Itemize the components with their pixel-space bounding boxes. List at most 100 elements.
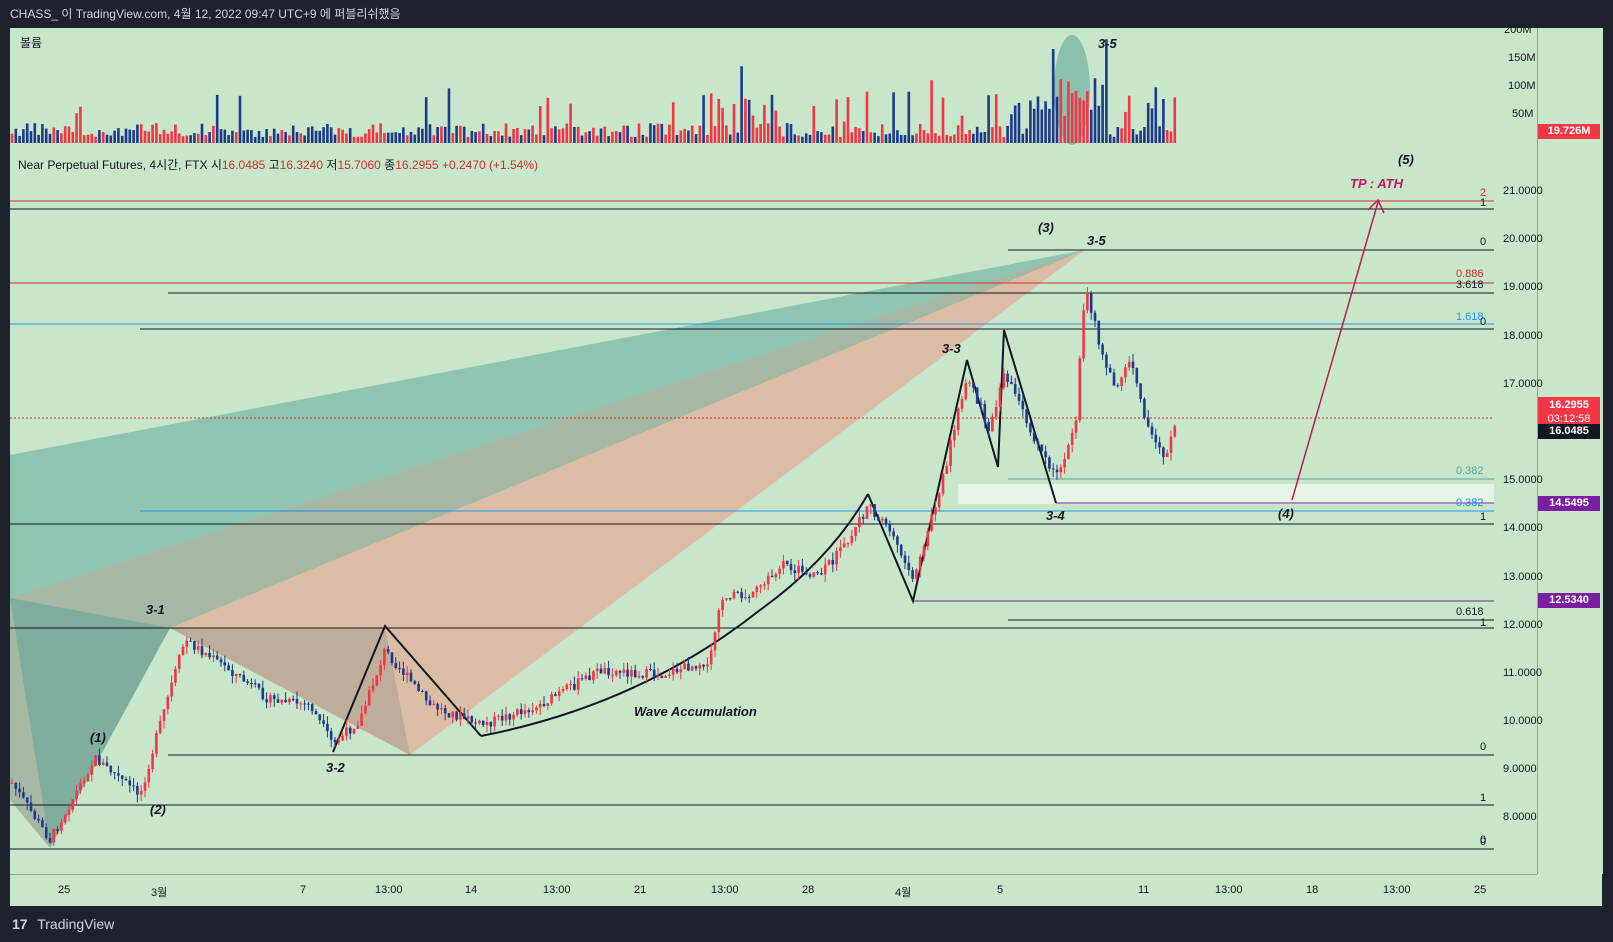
brand-name[interactable]: TradingView: [37, 916, 115, 932]
fib-label: 0.886: [1456, 268, 1484, 280]
volume-bar: [417, 127, 420, 143]
candle-body: [120, 775, 124, 779]
volume-bar: [470, 130, 474, 143]
candle-body: [265, 699, 268, 703]
volume-bar: [1150, 108, 1154, 143]
volume-bar: [542, 135, 546, 143]
candle-body: [747, 596, 751, 598]
candle-body: [174, 668, 177, 683]
volume-bar: [979, 132, 983, 143]
candle-body: [1127, 361, 1131, 368]
fib-label: 1: [1480, 511, 1487, 523]
high-value: 16.3240: [279, 158, 324, 172]
volume-bar: [352, 136, 356, 143]
volume-bar: [337, 128, 341, 143]
subwave-label: 3-3: [942, 341, 961, 356]
time-axis[interactable]: [10, 874, 1537, 907]
candle-body: [1146, 417, 1150, 427]
volume-bar: [1089, 109, 1093, 143]
candle-body: [90, 765, 94, 775]
volume-bar: [797, 135, 800, 143]
wave-zigzag: [332, 624, 482, 753]
candle-body: [29, 802, 33, 811]
tradingview-logo-icon[interactable]: 17: [12, 916, 28, 932]
volume-bar: [846, 97, 850, 143]
candle-body: [804, 571, 808, 575]
volume-bar: [189, 135, 192, 143]
volume-bars-group: [10, 39, 1177, 143]
candle-body: [725, 598, 728, 600]
volume-bar: [937, 135, 941, 143]
candle-body: [143, 782, 147, 791]
volume-bar: [405, 135, 409, 143]
candle-body: [139, 790, 143, 795]
candle-body: [595, 668, 599, 672]
volume-bar: [873, 132, 876, 143]
candle-body: [238, 674, 242, 676]
candle-body: [25, 797, 29, 803]
volume-bar: [728, 134, 732, 143]
volume-bar: [299, 133, 303, 143]
volume-bar: [1120, 128, 1123, 143]
candle-body: [911, 570, 914, 579]
volume-bar: [527, 129, 531, 143]
subwave-label: 3-2: [326, 760, 345, 775]
volume-bar: [82, 135, 86, 143]
candle-body: [816, 572, 819, 574]
candle-body: [14, 782, 18, 789]
volume-bar: [573, 127, 576, 143]
candle-body: [531, 710, 534, 713]
volume-bar: [1040, 109, 1044, 143]
volume-bar: [1063, 115, 1066, 143]
volume-bar: [839, 136, 842, 143]
candle-body: [71, 798, 75, 811]
candle-body: [295, 698, 299, 704]
candle-body: [512, 714, 515, 720]
candle-body: [960, 399, 964, 409]
price-axis[interactable]: [1537, 28, 1603, 874]
wave-accumulation-curve: [480, 493, 869, 737]
volume-bar: [1131, 128, 1135, 143]
candle-body: [930, 514, 933, 531]
fib-label: 0: [1480, 236, 1487, 248]
volume-bar: [991, 127, 994, 143]
volume-bar: [1127, 95, 1131, 143]
volume-bar: [835, 99, 838, 143]
candle-body: [185, 640, 189, 647]
volume-bar: [413, 134, 417, 143]
volume-bar: [861, 131, 865, 143]
volume-bar: [398, 132, 401, 143]
volume-bar: [242, 130, 246, 143]
volume-bar: [181, 136, 185, 143]
candle-body: [850, 535, 854, 544]
price-axis-label: 9.0000: [1503, 763, 1537, 775]
candle-body: [797, 565, 800, 574]
time-tick: 7: [300, 884, 307, 896]
candle-body: [721, 599, 724, 611]
candle-body: [1078, 358, 1082, 421]
volume-bar: [1051, 48, 1055, 143]
candle-body: [839, 547, 842, 551]
volume-bar: [1055, 96, 1059, 143]
candle-body: [94, 755, 97, 766]
volume-bar: [348, 128, 352, 143]
candle-body: [485, 722, 489, 726]
symbol-legend[interactable]: Near Perpetual Futures, 4시간, FTX 시16.048…: [18, 156, 538, 173]
volume-bar: [1021, 133, 1025, 143]
volume-bar: [75, 113, 78, 143]
candle-body: [242, 674, 246, 682]
volume-bar: [679, 130, 683, 143]
volume-bar: [531, 125, 534, 143]
candle-body: [356, 725, 360, 729]
volume-bar: [71, 131, 75, 143]
candle-body: [907, 562, 911, 571]
candle-body: [1032, 432, 1036, 442]
candle-body: [109, 765, 113, 773]
volume-bar: [128, 129, 132, 143]
candle-body: [622, 669, 626, 673]
candle-body: [949, 440, 952, 466]
accumulation-label: Wave Accumulation: [634, 704, 757, 719]
volume-bar: [911, 135, 914, 143]
candle-body: [329, 731, 333, 740]
volume-bar: [823, 134, 827, 143]
